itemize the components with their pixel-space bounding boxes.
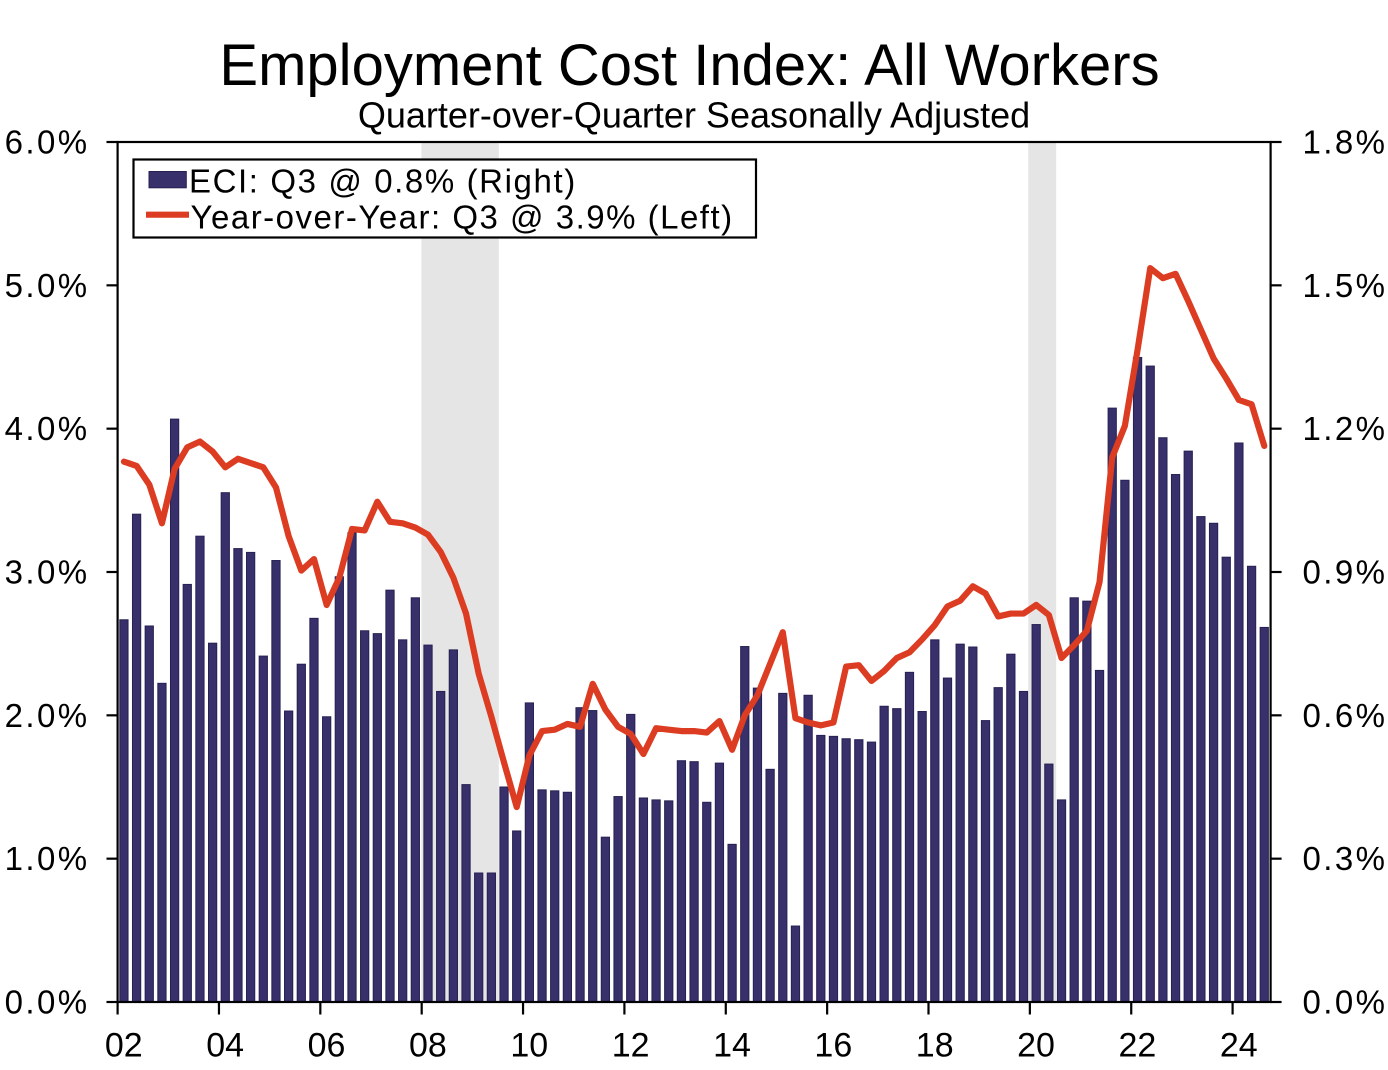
svg-text:10: 10	[510, 1027, 548, 1065]
svg-text:3.0%: 3.0%	[5, 554, 90, 591]
svg-text:18: 18	[916, 1027, 954, 1065]
svg-text:ECI: Q3 @ 0.8% (Right): ECI: Q3 @ 0.8% (Right)	[189, 163, 577, 200]
svg-text:20: 20	[1017, 1027, 1055, 1065]
svg-text:24: 24	[1220, 1027, 1258, 1065]
svg-text:22: 22	[1119, 1027, 1157, 1065]
svg-text:0.0%: 0.0%	[5, 984, 90, 1021]
svg-text:4.0%: 4.0%	[5, 410, 90, 447]
svg-text:02: 02	[105, 1027, 143, 1065]
svg-text:12: 12	[612, 1027, 650, 1065]
svg-text:0.6%: 0.6%	[1303, 697, 1388, 734]
svg-text:06: 06	[308, 1027, 346, 1065]
svg-text:1.8%: 1.8%	[1303, 124, 1388, 161]
svg-text:Year-over-Year: Q3 @ 3.9% (Lef: Year-over-Year: Q3 @ 3.9% (Left)	[191, 199, 734, 236]
svg-text:1.5%: 1.5%	[1303, 267, 1388, 304]
svg-text:Quarter-over-Quarter Seasonall: Quarter-over-Quarter Seasonally Adjusted	[358, 95, 1030, 136]
svg-text:2.0%: 2.0%	[5, 697, 90, 734]
svg-text:14: 14	[713, 1027, 751, 1065]
svg-text:1.0%: 1.0%	[5, 840, 90, 877]
svg-text:0.9%: 0.9%	[1303, 554, 1388, 591]
svg-text:04: 04	[206, 1027, 244, 1065]
svg-text:0.3%: 0.3%	[1303, 840, 1388, 877]
svg-text:16: 16	[814, 1027, 852, 1065]
svg-text:1.2%: 1.2%	[1303, 410, 1388, 447]
svg-text:5.0%: 5.0%	[5, 267, 90, 304]
svg-text:Employment Cost Index: All Wor: Employment Cost Index: All Workers	[219, 33, 1159, 98]
svg-text:0.0%: 0.0%	[1303, 984, 1388, 1021]
svg-text:08: 08	[409, 1027, 447, 1065]
svg-text:6.0%: 6.0%	[5, 124, 90, 161]
